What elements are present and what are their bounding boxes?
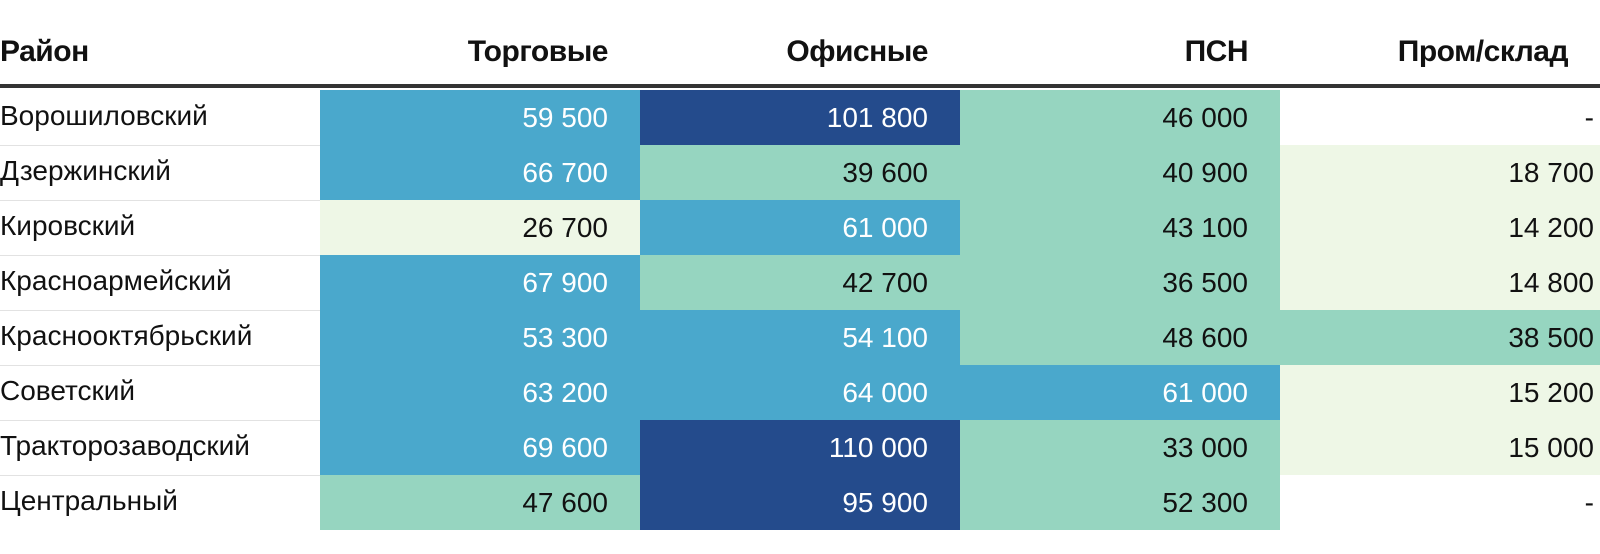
industrial-value-cell: - — [1280, 90, 1600, 145]
district-name-cell: Краснооктябрьский — [0, 320, 253, 351]
retail-value-cell: 67 900 — [320, 255, 640, 310]
office-value-cell: 61 000 — [640, 200, 960, 255]
office-value-cell: 39 600 — [640, 145, 960, 200]
table-row: Ворошиловский 59 500 101 800 46 000- — [0, 90, 1600, 145]
retail-value-cell: 69 600 — [320, 420, 640, 475]
retail-value-cell: 63 200 — [320, 365, 640, 420]
psn-value-cell: 61 000 — [960, 365, 1280, 420]
column-header-retail: Торговые — [467, 35, 609, 68]
table-row: Кировский 26 700 61 000 43 100 14 200 — [0, 200, 1600, 255]
industrial-value-cell: 18 700 — [1280, 145, 1600, 200]
column-header-industrial: Пром/склад — [1397, 35, 1569, 68]
district-name-cell: Центральный — [0, 485, 178, 516]
district-name-cell: Ворошиловский — [0, 100, 208, 131]
psn-value-cell: 52 300 — [960, 475, 1280, 530]
industrial-value-cell: 14 800 — [1280, 255, 1600, 310]
office-value-cell: 101 800 — [640, 90, 960, 145]
psn-value-cell: 46 000 — [960, 90, 1280, 145]
psn-value-cell: 36 500 — [960, 255, 1280, 310]
table-row: Краснооктябрьский 53 300 54 100 48 600 38 50… — [0, 310, 1600, 365]
retail-value-cell: 47 600 — [320, 475, 640, 530]
retail-value-cell: 66 700 — [320, 145, 640, 200]
office-value-cell: 95 900 — [640, 475, 960, 530]
table-header: Район Торговые Офисные ПСН Пром/склад — [0, 0, 1600, 88]
industrial-value-cell: 15 000 — [1280, 420, 1600, 475]
table-row: Советский 63 200 64 000 61 000 15 200 — [0, 365, 1600, 420]
office-value-cell: 64 000 — [640, 365, 960, 420]
district-name-cell: Дзержинский — [0, 155, 171, 186]
district-name-cell: Советский — [0, 375, 136, 406]
column-header-office: Офисные — [786, 35, 928, 68]
table-row: Центральный 47 600 95 900 52 300- — [0, 475, 1600, 530]
office-value-cell: 54 100 — [640, 310, 960, 365]
industrial-value-cell: 14 200 — [1280, 200, 1600, 255]
industrial-value-cell: 38 500 — [1280, 310, 1600, 365]
retail-value-cell: 53 300 — [320, 310, 640, 365]
district-name-cell: Красноармейский — [0, 265, 232, 296]
district-name-cell: Кировский — [0, 210, 136, 241]
table-row: Красноармейский 67 900 42 700 36 500 14 800 — [0, 255, 1600, 310]
office-value-cell: 110 000 — [640, 420, 960, 475]
retail-value-cell: 26 700 — [320, 200, 640, 255]
psn-value-cell: 33 000 — [960, 420, 1280, 475]
industrial-value-cell: 15 200 — [1280, 365, 1600, 420]
column-header-district: Район — [0, 35, 89, 68]
district-name-cell: Тракторозаводский — [0, 430, 250, 461]
industrial-value-cell: - — [1280, 475, 1600, 530]
psn-value-cell: 43 100 — [960, 200, 1280, 255]
retail-value-cell: 59 500 — [320, 90, 640, 145]
office-value-cell: 42 700 — [640, 255, 960, 310]
psn-value-cell: 48 600 — [960, 310, 1280, 365]
column-header-psn: ПСН — [1184, 35, 1249, 68]
table-row: Дзержинский 66 700 39 600 40 900 18 700 — [0, 145, 1600, 200]
table-row: Тракторозаводский 69 600 110 000 33 000 15 0… — [0, 420, 1600, 475]
psn-value-cell: 40 900 — [960, 145, 1280, 200]
